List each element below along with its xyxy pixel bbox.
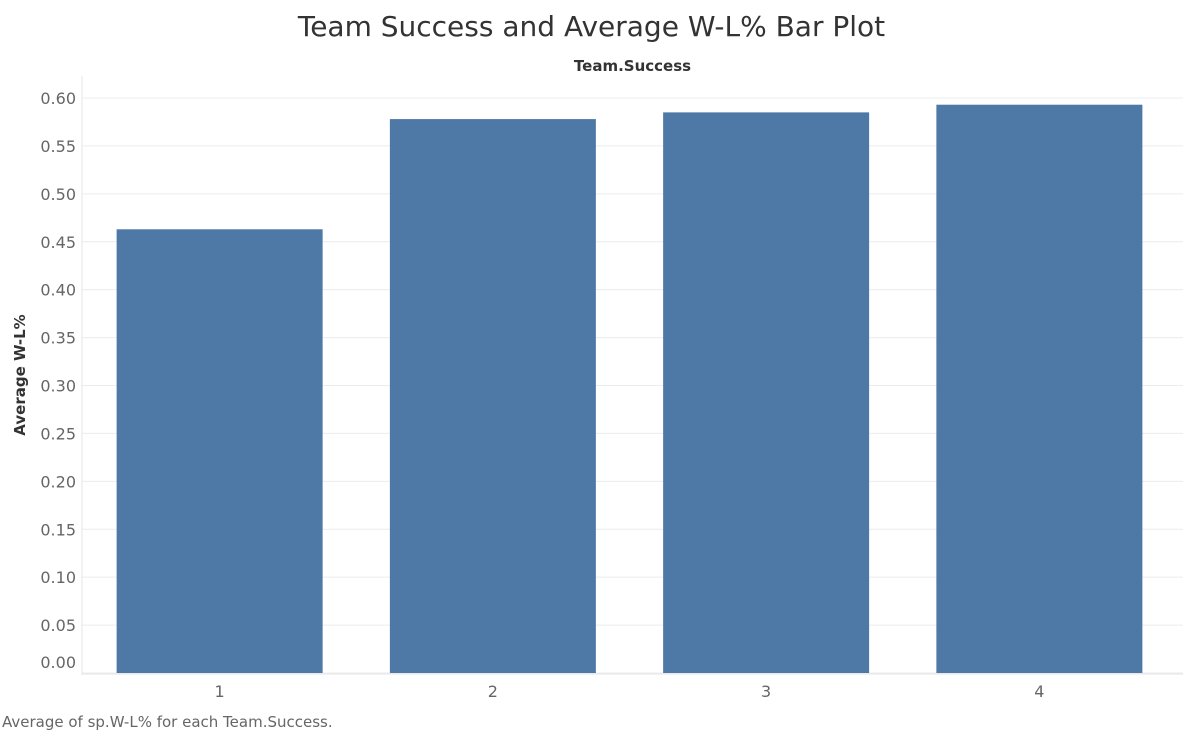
x-tick-label: 1 — [215, 682, 225, 701]
y-tick-label: 0.40 — [40, 281, 76, 300]
y-tick-label: 0.55 — [40, 137, 76, 156]
y-tick-label: 0.50 — [40, 185, 76, 204]
y-tick-label: 0.10 — [40, 568, 76, 587]
y-tick-label: 0.20 — [40, 472, 76, 491]
y-tick-label: 0.25 — [40, 424, 76, 443]
x-axis-header: Team.Success — [573, 57, 692, 75]
y-tick-label: 0.45 — [40, 233, 76, 252]
x-tick-label: 2 — [488, 682, 498, 701]
y-tick-label: 0.00 — [40, 653, 76, 672]
bar-2 — [389, 119, 596, 674]
chart-title: Team Success and Average W-L% Bar Plot — [297, 10, 886, 43]
y-tick-label: 0.15 — [40, 520, 76, 539]
y-tick-label: 0.30 — [40, 377, 76, 396]
y-tick-label: 0.35 — [40, 329, 76, 348]
y-tick-label: 0.05 — [40, 616, 76, 635]
bar-1 — [116, 229, 323, 673]
bar-4 — [936, 104, 1143, 674]
y-tick-label: 0.60 — [40, 89, 76, 108]
chart-caption: Average of sp.W-L% for each Team.Success… — [2, 713, 333, 731]
x-tick-label: 3 — [761, 682, 771, 701]
x-tick-label: 4 — [1034, 682, 1044, 701]
bar-3 — [663, 112, 870, 673]
